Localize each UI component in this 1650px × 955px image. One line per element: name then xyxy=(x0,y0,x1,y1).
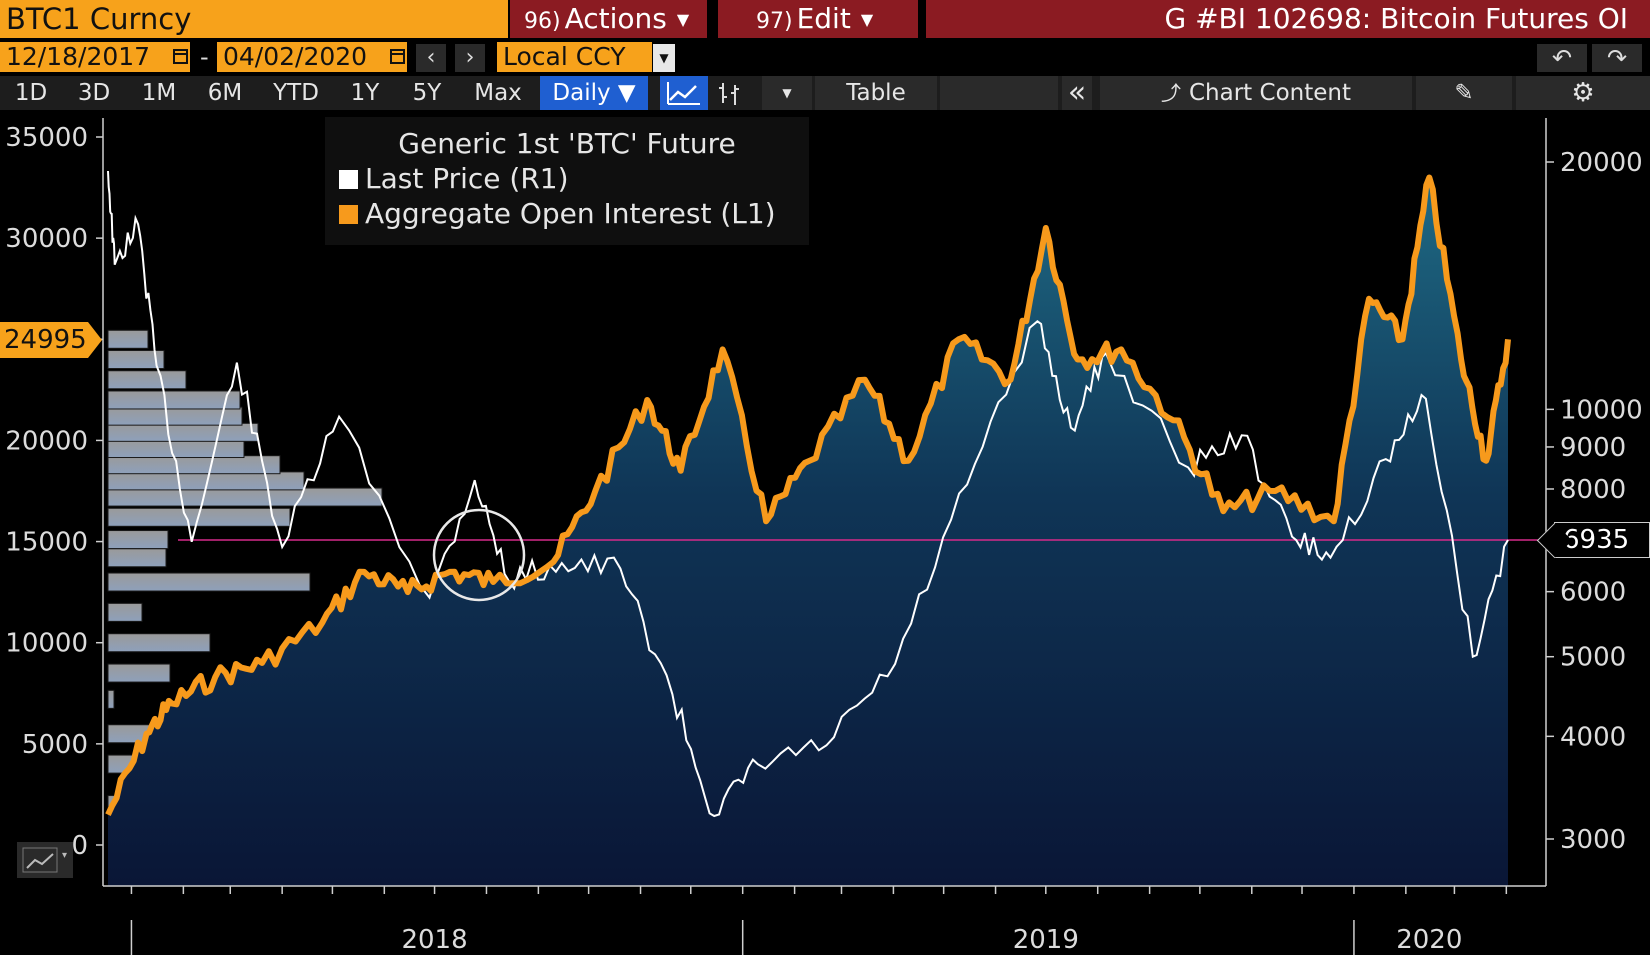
right-axis-tick-label: 10000 xyxy=(1560,395,1643,425)
legend-label: Last Price (R1) xyxy=(365,162,569,195)
x-axis-year-label: 2019 xyxy=(1013,925,1079,955)
right-axis-tick-label: 5000 xyxy=(1560,643,1626,673)
right-axis-tick-label: 20000 xyxy=(1560,148,1643,178)
calendar-icon[interactable] xyxy=(390,49,405,64)
x-axis-year-label: 2018 xyxy=(401,925,467,955)
open-interest-series xyxy=(105,174,1511,816)
left-axis-tick-label: 30000 xyxy=(5,224,88,254)
edit-num: 97) xyxy=(756,9,793,34)
volume-profile-bar xyxy=(107,455,281,475)
actions-menu[interactable]: 96) Actions ▼ xyxy=(510,0,707,38)
toolbar-spacer xyxy=(940,76,1058,110)
volume-profile-bar xyxy=(107,487,383,507)
undo-icon[interactable]: ↶ xyxy=(1537,44,1587,72)
left-axis-tick-label: 35000 xyxy=(5,123,88,153)
currency-select[interactable]: Local CCY xyxy=(497,42,652,72)
right-axis-tick-label: 3000 xyxy=(1560,825,1626,855)
x-axis-year-label: 2020 xyxy=(1396,925,1462,955)
ticker-field[interactable]: BTC1 Curncy xyxy=(0,0,508,38)
volume-profile-bar xyxy=(107,548,167,568)
range-5y[interactable]: 5Y xyxy=(412,80,442,106)
left-axis-tick-label: 10000 xyxy=(5,629,88,659)
prev-arrow-icon[interactable]: ‹ xyxy=(416,44,446,72)
volume-profile-bar xyxy=(107,663,171,683)
chevron-down-icon: ▼ xyxy=(676,10,690,29)
volume-profile-bar xyxy=(107,350,165,370)
legend: Generic 1st 'BTC' Future Last Price (R1)… xyxy=(325,117,809,245)
actions-num: 96) xyxy=(524,9,561,34)
legend-item-price[interactable]: Last Price (R1) xyxy=(339,162,569,195)
annotate-icon[interactable]: ✎ xyxy=(1416,76,1512,110)
calendar-icon[interactable] xyxy=(173,49,188,64)
actions-label: Actions xyxy=(564,2,667,35)
range-max[interactable]: Max xyxy=(474,80,522,106)
start-date-field[interactable]: 12/18/2017 xyxy=(0,42,190,72)
frequency-select[interactable]: Daily ▼ xyxy=(540,76,648,110)
page-title: G #BI 102698: Bitcoin Futures OI xyxy=(926,0,1650,38)
volume-profile-bar xyxy=(107,439,245,459)
volume-profile-bar xyxy=(107,633,211,653)
left-axis-tick-label: 20000 xyxy=(5,426,88,456)
svg-text:▾: ▾ xyxy=(62,850,67,861)
range-6m[interactable]: 6M xyxy=(207,80,243,106)
chart-content-button[interactable]: ⤴ Chart Content xyxy=(1100,76,1412,110)
chart-content-icon: ⤴ xyxy=(1161,81,1181,105)
highlight-circle xyxy=(432,508,526,602)
volume-profile-bar xyxy=(107,422,259,442)
right-axis-tick-label: 9000 xyxy=(1560,433,1626,463)
right-axis-last-tag: 6935 xyxy=(1554,522,1650,558)
chevron-down-icon: ▼ xyxy=(860,10,874,29)
left-axis-tick-label: 15000 xyxy=(5,528,88,558)
volume-profile-bar xyxy=(107,370,187,390)
chart-type-icon[interactable]: ▾ xyxy=(17,842,73,878)
right-axis-tick-label: 8000 xyxy=(1560,475,1626,505)
legend-title: Generic 1st 'BTC' Future xyxy=(398,127,736,160)
range-1m[interactable]: 1M xyxy=(141,80,177,106)
range-1d[interactable]: 1D xyxy=(14,80,48,106)
volume-profile-bar xyxy=(107,530,169,550)
legend-item-oi[interactable]: Aggregate Open Interest (L1) xyxy=(339,197,776,230)
ohlc-bars-icon[interactable] xyxy=(710,76,750,110)
line-chart-icon[interactable] xyxy=(660,76,708,110)
legend-label: Aggregate Open Interest (L1) xyxy=(365,197,776,230)
edit-label: Edit xyxy=(796,2,851,35)
end-date-field[interactable]: 04/02/2020 xyxy=(217,42,407,72)
right-axis-tick-label: 4000 xyxy=(1560,722,1626,752)
gear-icon[interactable]: ⚙ xyxy=(1516,76,1650,110)
left-axis-tick-label: 0 xyxy=(71,831,88,861)
volume-profile-bar xyxy=(107,602,143,622)
volume-profile-bar xyxy=(107,329,149,349)
legend-swatch xyxy=(339,205,358,224)
date-separator: - xyxy=(200,43,209,71)
chevron-down-icon[interactable]: ▼ xyxy=(653,44,675,72)
range-3d[interactable]: 3D xyxy=(77,80,111,106)
range-ytd[interactable]: YTD xyxy=(273,80,319,106)
table-button[interactable]: Table xyxy=(815,76,937,110)
chart-content-label: Chart Content xyxy=(1189,80,1351,106)
collapse-icon[interactable]: « xyxy=(1062,76,1092,110)
last-price-series xyxy=(107,170,1509,818)
left-axis-tick-label: 5000 xyxy=(22,730,88,760)
volume-profile-bar xyxy=(107,390,241,410)
next-arrow-icon[interactable]: › xyxy=(455,44,485,72)
open-interest-area xyxy=(108,177,1508,886)
edit-menu[interactable]: 97) Edit ▼ xyxy=(718,0,918,38)
volume-profile-bar xyxy=(107,572,311,592)
left-axis-last-tag: 24995 xyxy=(0,322,102,358)
redo-icon[interactable]: ↷ xyxy=(1592,44,1642,72)
right-axis-tick-label: 6000 xyxy=(1560,578,1626,608)
volume-profile-bar xyxy=(107,689,115,709)
range-1y[interactable]: 1Y xyxy=(350,80,380,106)
chevron-down-icon[interactable]: ▼ xyxy=(762,76,812,110)
legend-swatch xyxy=(339,170,358,189)
